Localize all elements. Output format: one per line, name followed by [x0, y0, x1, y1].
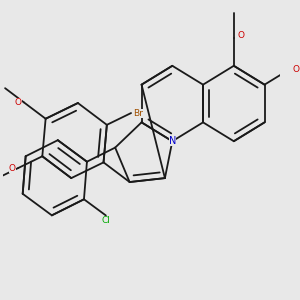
Text: O: O [9, 164, 16, 172]
Text: O: O [238, 32, 244, 40]
Text: O: O [15, 98, 22, 107]
Text: O: O [293, 65, 300, 74]
Text: N: N [169, 136, 176, 146]
Text: Br: Br [134, 109, 143, 118]
Text: Cl: Cl [101, 216, 110, 225]
